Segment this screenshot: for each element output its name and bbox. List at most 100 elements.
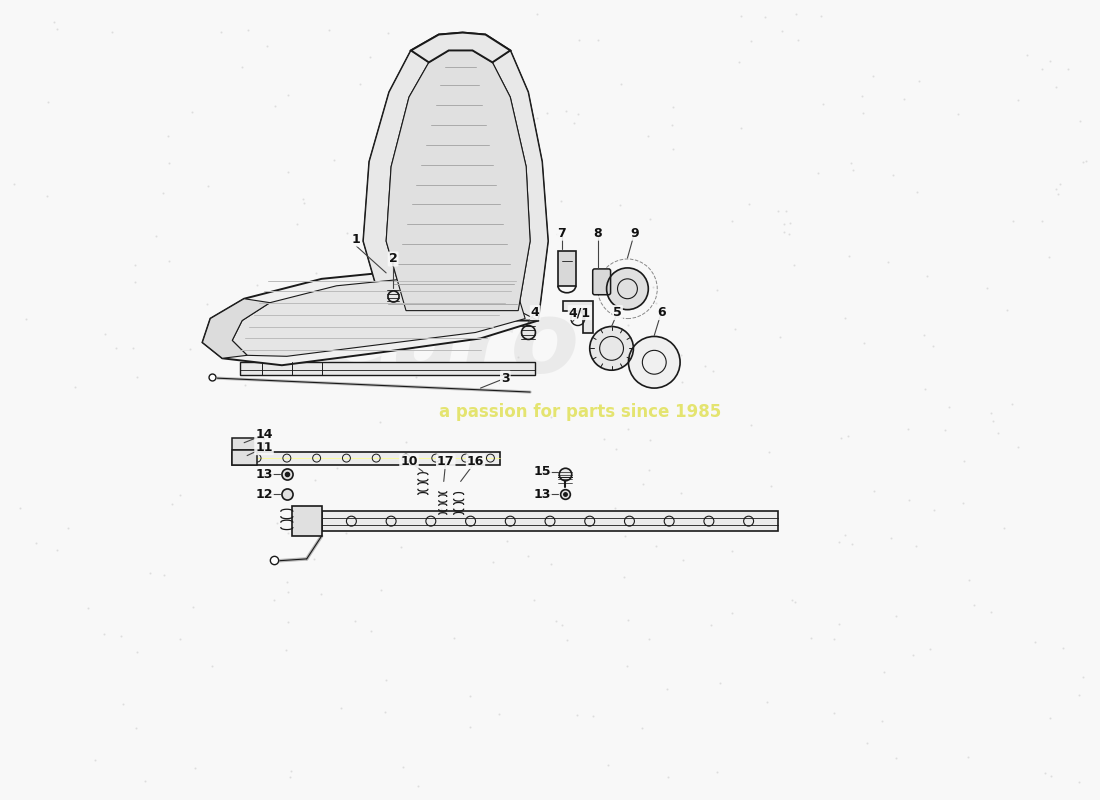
- Point: [320, 23, 338, 36]
- Polygon shape: [321, 511, 779, 531]
- Point: [984, 415, 1002, 428]
- Point: [613, 78, 630, 90]
- Text: euro: euro: [322, 297, 580, 394]
- Point: [703, 618, 720, 631]
- Point: [170, 633, 188, 646]
- Point: [337, 527, 354, 540]
- Point: [916, 382, 934, 395]
- Point: [1054, 642, 1071, 654]
- Point: [155, 568, 173, 581]
- Point: [37, 189, 55, 202]
- Point: [759, 696, 777, 709]
- Point: [785, 258, 803, 271]
- Point: [780, 228, 798, 241]
- Point: [610, 198, 628, 211]
- Text: 11: 11: [255, 441, 273, 454]
- Point: [1075, 156, 1092, 169]
- Point: [58, 522, 76, 534]
- Text: a passion for parts since 1985: a passion for parts since 1985: [439, 403, 720, 421]
- Circle shape: [590, 326, 634, 370]
- Point: [528, 112, 546, 125]
- Point: [924, 340, 942, 353]
- Point: [377, 674, 395, 687]
- Point: [570, 34, 587, 46]
- Point: [955, 497, 972, 510]
- Point: [258, 40, 276, 53]
- Point: [587, 350, 605, 363]
- Point: [427, 133, 444, 146]
- Point: [163, 498, 180, 510]
- Point: [911, 74, 928, 87]
- Point: [832, 432, 849, 445]
- Point: [696, 359, 714, 372]
- Point: [40, 95, 57, 108]
- Text: 4: 4: [530, 306, 539, 319]
- Point: [865, 70, 882, 82]
- Point: [711, 676, 728, 689]
- Point: [704, 365, 722, 378]
- Point: [184, 600, 201, 613]
- Point: [126, 258, 144, 271]
- Point: [606, 501, 624, 514]
- Point: [136, 774, 154, 787]
- Point: [639, 130, 657, 142]
- Point: [431, 194, 449, 206]
- Point: [554, 302, 572, 315]
- Point: [1047, 81, 1065, 94]
- Point: [125, 275, 143, 288]
- Point: [262, 320, 279, 333]
- Circle shape: [606, 268, 648, 310]
- Point: [484, 556, 502, 569]
- Point: [372, 416, 389, 429]
- Point: [906, 539, 924, 552]
- Point: [407, 132, 425, 145]
- Point: [618, 660, 636, 673]
- Point: [1042, 54, 1059, 67]
- Point: [1071, 114, 1089, 127]
- Point: [411, 98, 429, 111]
- Point: [407, 371, 425, 384]
- Point: [642, 350, 660, 362]
- Point: [441, 267, 459, 280]
- Point: [265, 593, 283, 606]
- Point: [362, 625, 380, 638]
- Point: [641, 212, 659, 225]
- Point: [854, 90, 871, 102]
- Point: [1004, 214, 1022, 227]
- Polygon shape: [232, 450, 257, 465]
- Point: [866, 484, 883, 497]
- Point: [248, 278, 265, 291]
- Point: [548, 615, 565, 628]
- Point: [432, 360, 450, 373]
- Point: [293, 500, 310, 513]
- Point: [615, 570, 632, 583]
- Polygon shape: [232, 438, 264, 450]
- Point: [306, 474, 323, 486]
- Polygon shape: [363, 33, 548, 321]
- Point: [844, 538, 861, 550]
- Point: [982, 606, 1000, 618]
- Point: [47, 22, 65, 35]
- Point: [756, 10, 773, 23]
- Point: [66, 381, 84, 394]
- Polygon shape: [558, 251, 575, 286]
- Point: [266, 100, 284, 113]
- Point: [187, 761, 205, 774]
- Point: [183, 106, 200, 118]
- Point: [204, 659, 221, 672]
- Text: 16: 16: [466, 455, 484, 468]
- Point: [959, 750, 977, 763]
- Point: [1033, 214, 1050, 227]
- Text: 4/1: 4/1: [569, 306, 591, 319]
- Point: [781, 216, 799, 229]
- Point: [1070, 776, 1088, 789]
- Point: [525, 594, 542, 606]
- Point: [45, 16, 63, 29]
- Point: [553, 619, 571, 632]
- Point: [1033, 62, 1050, 75]
- Point: [372, 583, 389, 596]
- Point: [873, 714, 891, 727]
- Point: [409, 780, 427, 793]
- Point: [960, 574, 978, 586]
- Point: [160, 130, 177, 142]
